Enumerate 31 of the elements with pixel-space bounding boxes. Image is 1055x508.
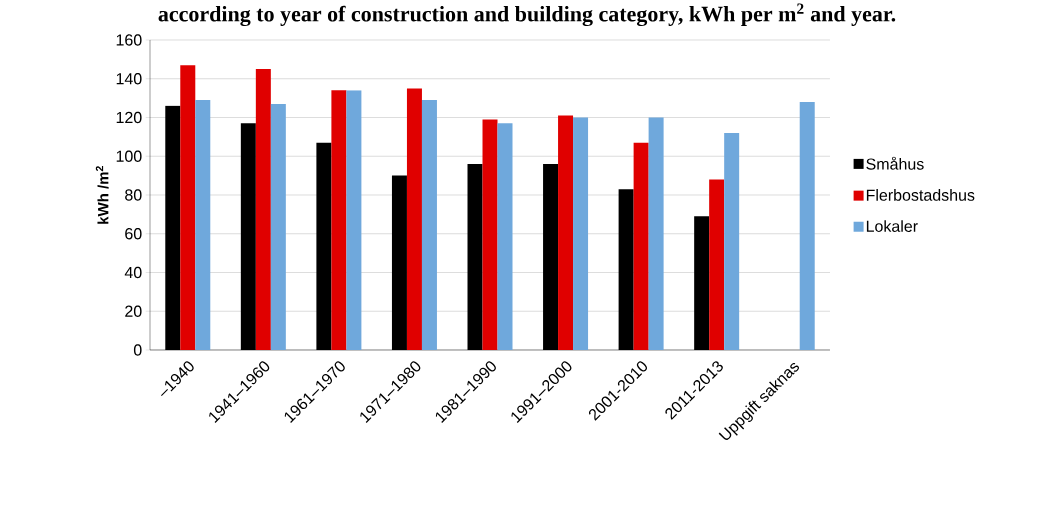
bar [709,179,725,350]
y-tick-label: 100 [116,150,142,162]
y-tick-label: 20 [125,305,142,317]
chart-title: according to year of construction and building category, kWh per m$^{2}$ and year. [158,3,896,27]
y-tick-label: 140 [116,73,142,85]
bar [573,117,589,350]
bar [482,119,498,350]
legend-label: Småhus [866,156,924,170]
y-tick-label: 80 [125,189,142,201]
bar [346,90,362,350]
bar [497,123,513,350]
y-tick-label: 160 [116,34,142,46]
bar [633,142,649,350]
bar [180,65,196,350]
bar [558,115,574,350]
y-axis-title: kWh /m$^{2}$ [95,166,109,224]
y-tick-label: 120 [116,111,142,124]
bar [270,103,286,350]
bar [195,100,211,350]
y-tick-label: 40 [124,266,142,279]
legend-label: Flerbostadshus [866,189,975,201]
y-tick-label: 0 [133,344,142,356]
bar [724,132,740,350]
bar [421,100,437,350]
bar [406,88,422,350]
legend-label: Lokaler [866,220,918,232]
y-tick-label: 60 [125,228,142,240]
bar [799,101,815,350]
bar [255,69,271,350]
bar [331,90,347,350]
bar [648,117,664,350]
